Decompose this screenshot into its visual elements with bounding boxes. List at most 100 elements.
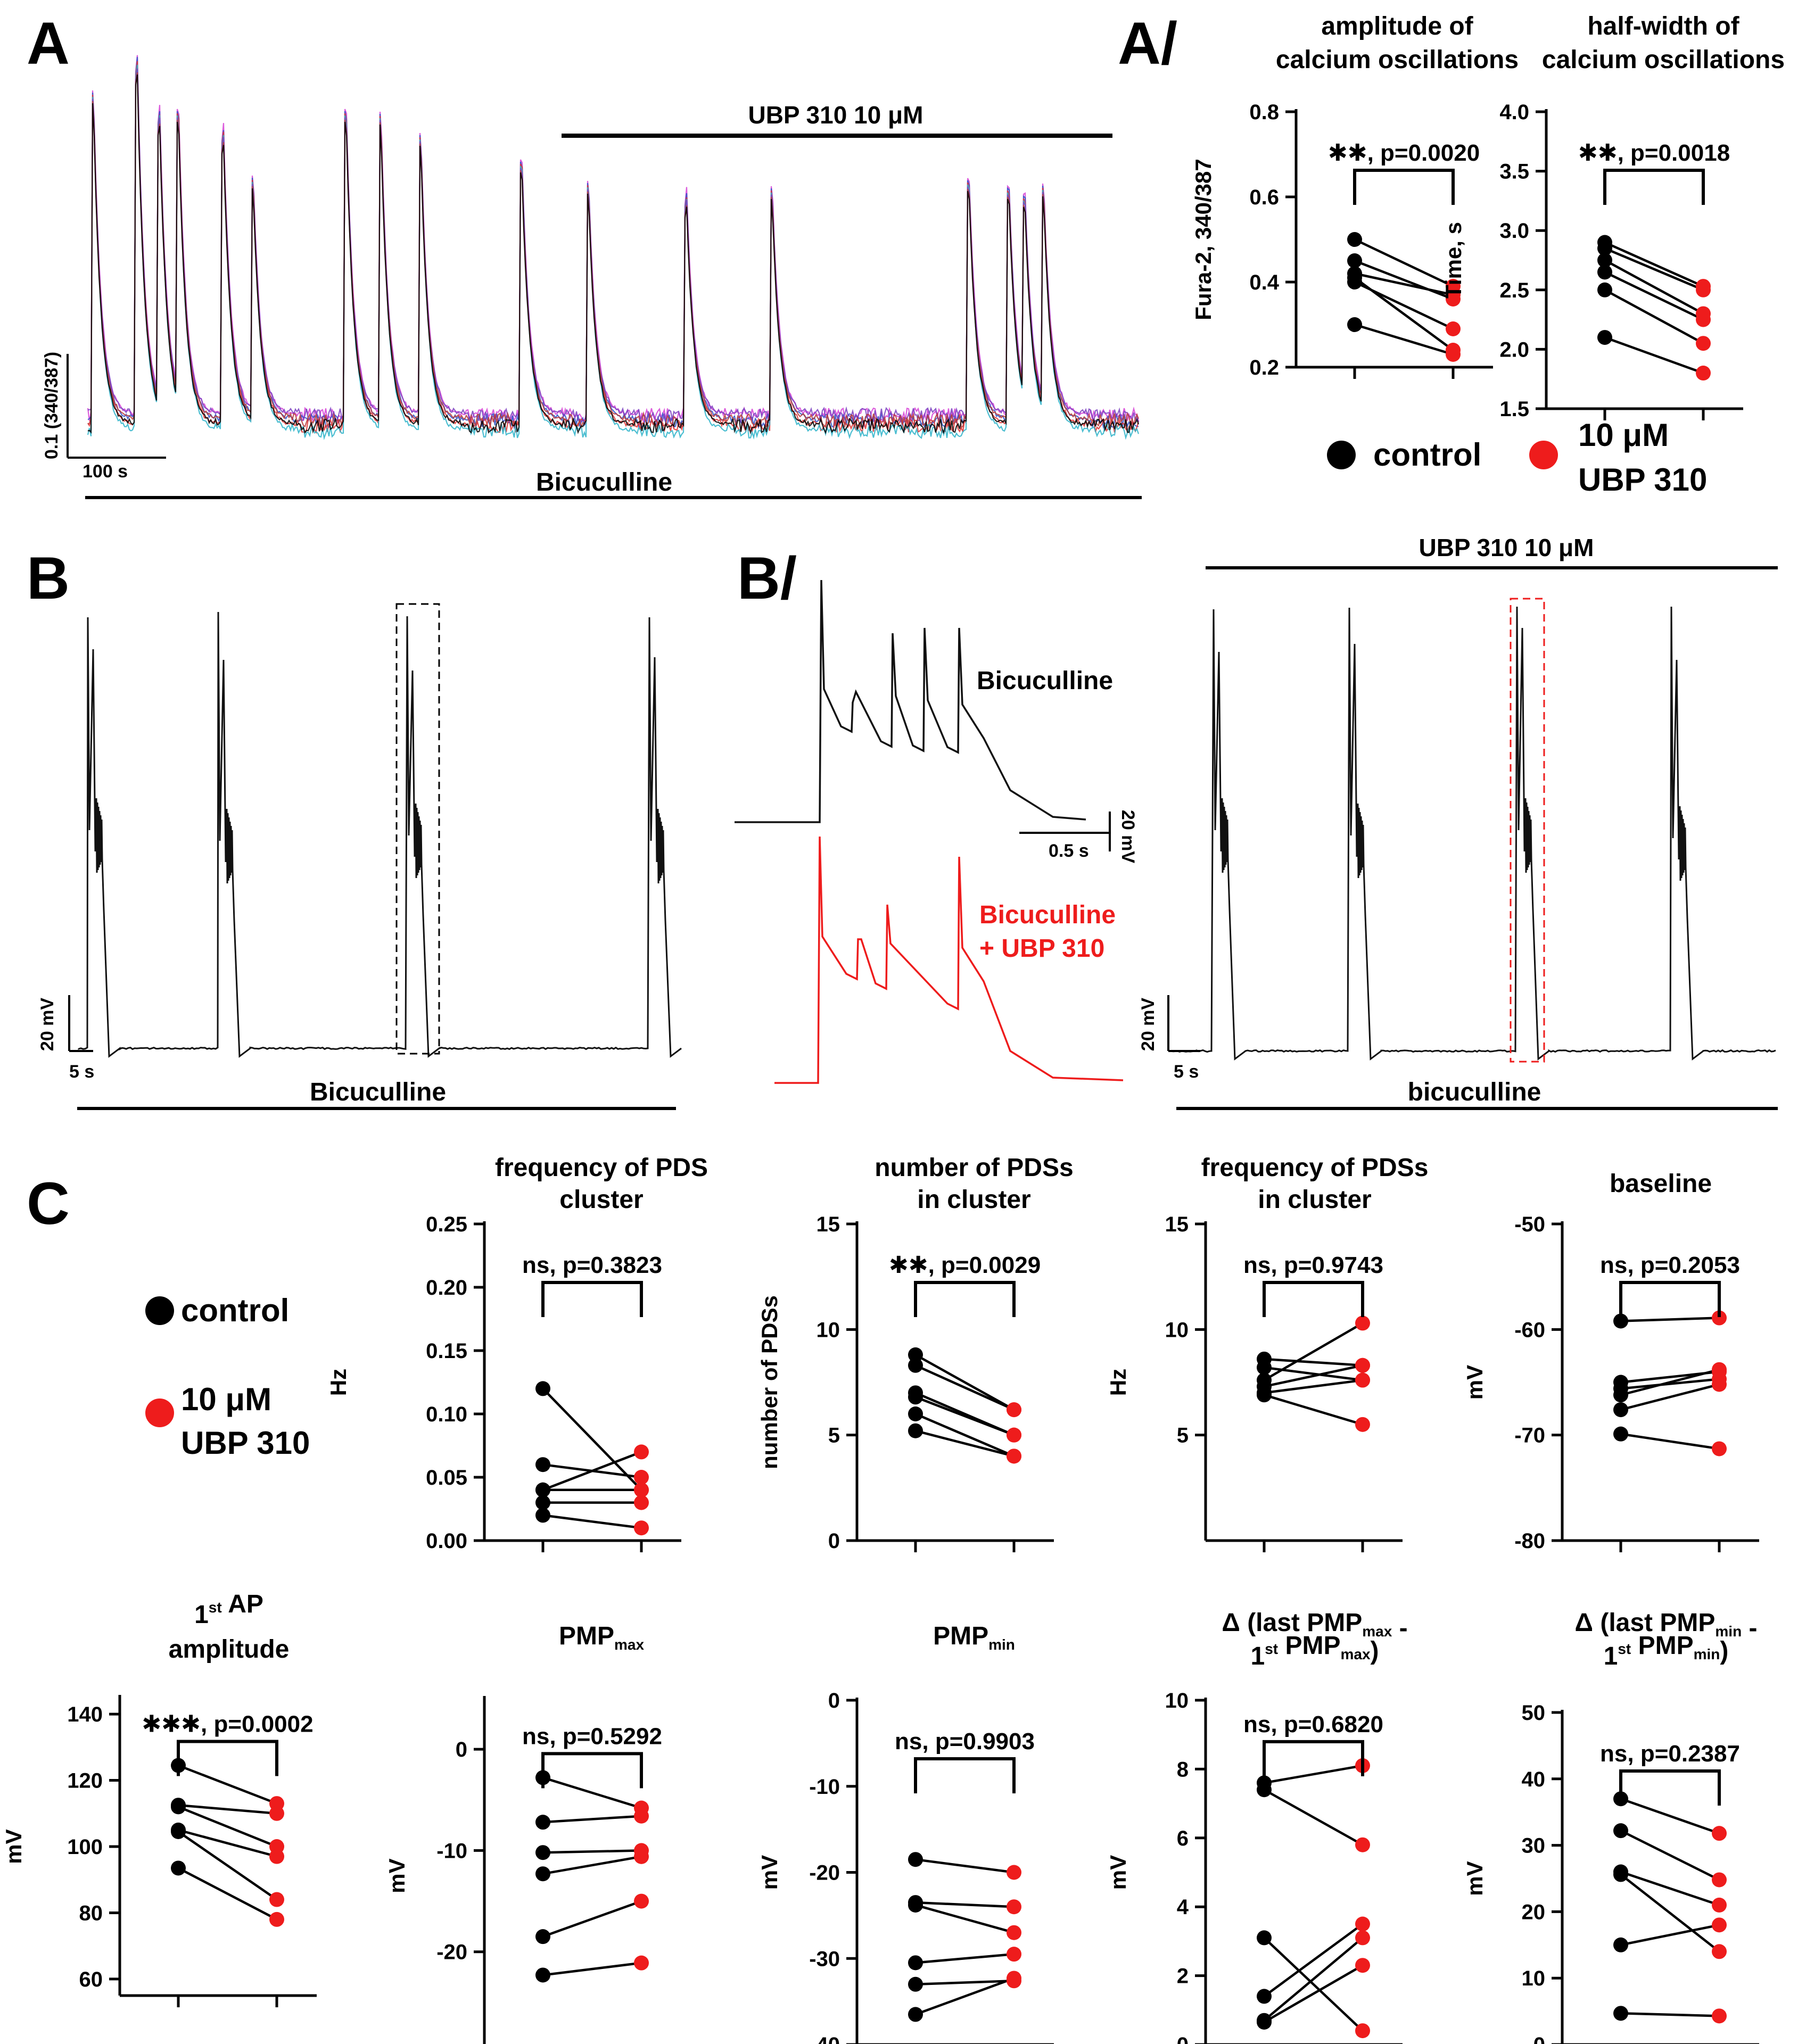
chart-freqcl: frequency of PDS cluster 0.00 0.05 0.10 0.15 0… [326,1154,708,1553]
significance-label: ns, p=0.6820 [1243,1711,1383,1737]
calcium-trace-group [87,55,1140,441]
pair-line [1264,1358,1363,1367]
y-tick-label: 2.5 [1499,279,1529,302]
control-point [908,2007,923,2022]
y-axis-label: number of PDSs [757,1295,782,1469]
y-tick-label: 0.6 [1249,186,1279,209]
y-tick-label: 0 [1177,2033,1189,2044]
control-point [1613,1867,1628,1882]
panel-b-prime-zoom: Bicuculline Bicuculline + UBP 310 0.5 s … [735,580,1138,1084]
zoom-label-red-2: + UBP 310 [979,934,1104,963]
control-point [1257,1387,1272,1403]
ubp-point [1007,1971,1021,1986]
control-point [1257,1360,1272,1375]
pair-line [542,1451,642,1491]
pair-line [1263,1937,1364,2032]
control-point [535,1482,550,1497]
pair-line [1604,271,1704,321]
legend-control-marker [1327,441,1356,469]
control-point [535,1508,550,1523]
pair-line [915,1977,1015,2016]
chart-numpds: number of PDSs in cluster 0 5 10 15 number of … [757,1154,1074,1553]
chart-pmpmax: PMPmax -30 -20 -10 0 mV ns, p=0.5292 [384,1622,662,2044]
ubp-point [1712,1377,1727,1392]
ubp-point [1007,1947,1021,1962]
title-superscript: st [1265,1641,1278,1657]
y-tick-label: 0.8 [1249,101,1279,124]
control-point [908,1423,923,1438]
title-span: PMP [1638,1632,1694,1660]
title-span: - [1392,1614,1407,1642]
panel-label-a-prime: A/ [1118,10,1177,77]
y-tick-label: -30 [436,2042,467,2044]
y-tick-label: 15 [1165,1213,1189,1236]
legend-c: control 10 μM UBP 310 [145,1293,310,1461]
pair-line [177,1831,278,1901]
significance-label: ns, p=0.3823 [522,1252,662,1278]
ubp-point [1712,2008,1727,2024]
chart-title-line: calcium oscillations [1542,46,1785,74]
legend-c-ubp-marker [145,1398,174,1427]
control-point [1257,1930,1272,1946]
y-tick-label: 0 [1533,2033,1545,2044]
control-point [1613,1402,1628,1418]
paired-dot-charts: amplitude of calcium oscillations 0.2 0.4 0.… [1,12,1785,2044]
significance-label: ns, p=0.2053 [1600,1252,1740,1278]
pair-line [1620,2012,1720,2017]
voltage-trace-b [78,611,682,1058]
pair-line [542,1387,642,1491]
control-point [535,1866,550,1882]
ubp-point [1446,321,1461,336]
title-span: in cluster [1258,1186,1371,1214]
ubp-point [1696,312,1711,327]
y-tick-label: -40 [809,2033,840,2044]
y-tick-label: 0.4 [1249,271,1279,294]
title-span: PMP [1285,1632,1340,1660]
ubp-point [634,1444,649,1460]
control-point [1597,330,1612,345]
ubp-point [1355,1417,1370,1432]
pair-line [915,1980,1015,1986]
significance-label: ns, p=0.9743 [1243,1252,1383,1278]
y-tick-label: 5 [828,1424,840,1447]
pair-line [1620,1924,1720,1947]
chart-base: baseline -80 -70 -60 -50 mV ns, p=0.2053 [1462,1170,1759,1553]
ubp-point [1007,1427,1021,1443]
chart-title-line: in cluster [1258,1186,1371,1214]
ubp-point [634,1893,649,1909]
legend-ubp-label-line1: 10 μM [1578,417,1669,453]
y-tick-label: 0 [456,1738,467,1761]
title-span: amplitude of [1321,12,1473,40]
title-span: Δ (last [1575,1609,1660,1637]
pair-line [542,1900,642,1938]
chart-ap1: 1st AP amplitude 60 80 100 120 140 mV ✱✱✱, p=0.0… [1,1590,317,2007]
chart-title-line: frequency of PDS [495,1154,708,1182]
control-point [1347,317,1362,332]
y-tick-label: 0 [828,1529,840,1553]
pair-line [1604,247,1704,291]
control-point [1347,253,1362,268]
scale-x-label: 100 s [83,461,128,482]
pair-line [178,1764,277,1805]
y-tick-label: 4.0 [1499,101,1529,124]
y-tick-label: 10 [1165,1689,1189,1712]
pair-line [915,1364,1015,1411]
panel-a-calcium-traces: UBP 310 10 μM 0.1 (340/387) 100 s Bicucu… [42,55,1142,499]
control-point [1257,1782,1272,1798]
control-point [171,1824,186,1839]
calcium-trace [87,72,1140,430]
title-span: PMP [1660,1609,1715,1637]
y-tick-label: -70 [1514,1424,1545,1447]
control-point [1613,1823,1628,1839]
ubp-point [1712,1441,1727,1457]
y-tick-label: 10 [1522,1967,1546,1990]
chart-title-line: half-width of [1587,12,1739,40]
ubp-point [1007,1865,1021,1880]
b-scale-x-label: 5 s [69,1062,94,1082]
pair-line [915,1901,1015,1908]
significance-label: ns, p=0.9903 [895,1728,1035,1755]
ubp-point [1712,1362,1727,1377]
pair-line [178,1806,277,1848]
significance-label: ns, p=0.5292 [522,1723,662,1749]
control-point [908,1852,923,1867]
